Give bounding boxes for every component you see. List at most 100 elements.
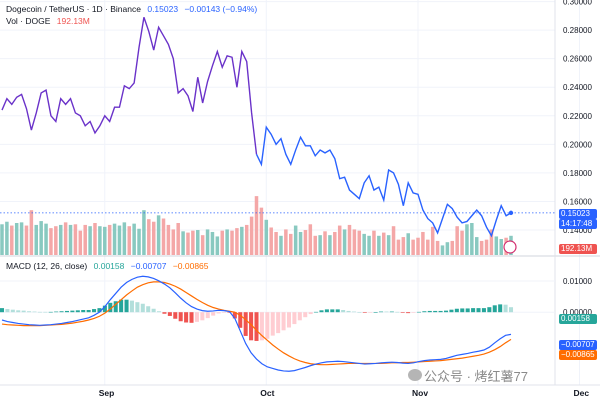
volume-bar: [215, 236, 220, 255]
price-tag: 0.15023: [559, 209, 597, 219]
volume-bar: [93, 223, 97, 255]
macd-histogram-bar: [471, 308, 476, 313]
volume-bar: [411, 239, 415, 255]
volume-bar: [117, 225, 122, 255]
volume-bar: [342, 229, 347, 255]
price-axis-label: 0.26000: [563, 55, 592, 64]
macd-histogram-bar: [341, 310, 346, 313]
volume-bar: [269, 227, 273, 255]
volume-bar: [171, 229, 176, 255]
volume-bar: [421, 231, 425, 255]
volume-bar: [10, 225, 14, 255]
volume-bar: [372, 230, 376, 255]
volume-bar: [460, 230, 464, 255]
macd-histogram-bar: [16, 310, 21, 313]
volume-bar: [445, 242, 450, 255]
volume-tag: 192.13M: [559, 244, 597, 254]
volume-bar: [391, 226, 396, 255]
volume-bar: [303, 230, 308, 255]
macd-histogram-bar: [211, 312, 216, 316]
countdown-tag: 14:17:48: [559, 219, 597, 229]
macd-histogram-bar: [330, 309, 335, 313]
volume-bar: [0, 224, 4, 255]
volume-bar: [352, 229, 357, 255]
volume-bar: [494, 236, 499, 255]
macd-axis-label: 0.01000: [563, 277, 592, 286]
volume-bar: [489, 229, 494, 255]
macd-histogram-bar: [297, 312, 302, 321]
price-axis-label: 0.30000: [563, 0, 592, 7]
volume-bar: [347, 224, 352, 255]
macd-histogram-bar: [444, 310, 449, 313]
volume-bar: [357, 230, 362, 255]
price-axis-label: 0.18000: [563, 169, 592, 178]
volume-bar: [19, 222, 24, 255]
volume-bar: [318, 235, 322, 255]
macd-histogram-bar: [194, 312, 199, 322]
volume-bar: [73, 224, 78, 255]
macd-histogram-bar: [438, 310, 443, 313]
volume-bar: [191, 230, 195, 255]
volume-bar: [78, 230, 83, 255]
x-axis-label: Nov: [412, 388, 428, 398]
volume-bar: [455, 226, 459, 255]
price-value: 0.15023: [147, 4, 179, 14]
macd-histogram-bar: [70, 310, 75, 313]
volume-bar: [24, 225, 29, 255]
macd-histogram-bar: [254, 312, 259, 341]
volume-bar: [308, 224, 313, 255]
macd-histogram-bar: [108, 302, 113, 313]
price-axis-label: 0.24000: [563, 83, 592, 92]
macd-histogram-bar: [75, 310, 80, 313]
macd-histogram-bar: [270, 312, 275, 336]
macd-histogram-bar: [167, 312, 172, 316]
volume-bar: [196, 230, 200, 255]
volume-bar: [5, 221, 9, 255]
macd-legend: MACD (12, 26, close) 0.00158 −0.00707 −0…: [6, 261, 213, 271]
price-change: −0.00143 (−0.94%): [184, 4, 258, 14]
macd-histogram-bar: [259, 312, 264, 341]
volume-bar: [293, 225, 298, 255]
volume-bar: [279, 235, 283, 255]
volume-bar: [112, 223, 117, 255]
volume-bar: [244, 224, 249, 255]
volume-bar: [156, 215, 161, 255]
volume-bar: [337, 225, 342, 255]
macd-line-tag: −0.00707: [559, 340, 597, 350]
macd-label: MACD (12, 26, close): [6, 261, 88, 271]
macd-histogram-bar: [346, 310, 351, 313]
macd-histogram-bar: [0, 308, 5, 313]
volume-bar: [323, 231, 327, 255]
macd-histogram-bar: [129, 300, 134, 313]
volume-label: Vol · DOGE: [6, 16, 51, 26]
macd-histogram-bar: [97, 308, 102, 313]
macd-histogram-bar: [449, 309, 454, 313]
macd-axis-label: 0.00000: [563, 308, 592, 317]
macd-histogram-bar: [146, 306, 151, 313]
macd-histogram-bar: [362, 312, 367, 313]
macd-histogram-bar: [395, 311, 400, 313]
macd-line-value: −0.00707: [130, 261, 167, 271]
volume-bar: [499, 239, 503, 255]
x-axis-label: Oct: [260, 388, 274, 398]
macd-histogram-bar: [368, 312, 373, 313]
volume-bar: [416, 237, 420, 255]
volume-bar: [230, 230, 234, 255]
volume-bar: [68, 224, 73, 255]
macd-histogram-bar: [92, 309, 97, 313]
macd-histogram-bar: [32, 311, 37, 313]
macd-histogram-bar: [454, 308, 459, 313]
macd-line: [1, 275, 512, 372]
macd-histogram-bar: [292, 312, 297, 325]
volume-bar: [147, 219, 151, 255]
macd-histogram-bar: [43, 311, 48, 313]
volume-bar: [49, 228, 53, 255]
macd-histogram-bar: [59, 311, 64, 313]
macd-histogram-bar: [265, 312, 270, 339]
price-series-line: [255, 125, 512, 238]
macd-histogram-bar: [157, 311, 162, 313]
volume-bar: [83, 224, 87, 255]
macd-histogram-bar: [162, 312, 167, 314]
